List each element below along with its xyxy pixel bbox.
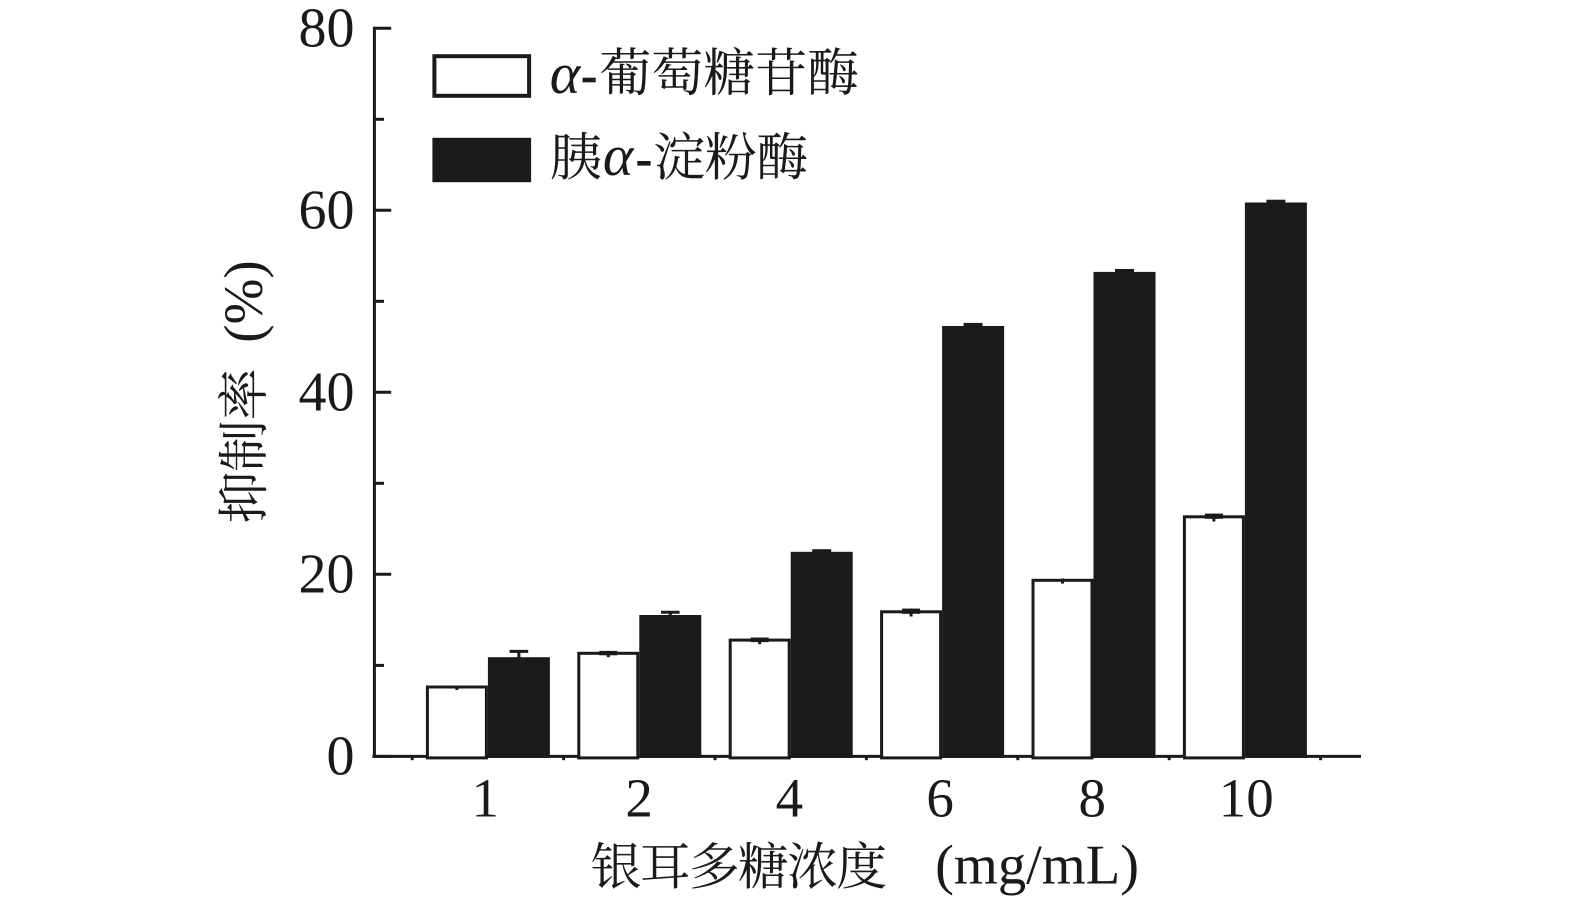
svg-text:6: 6: [926, 767, 954, 828]
svg-text:8: 8: [1079, 767, 1107, 828]
svg-text:(mg/mL): (mg/mL): [935, 835, 1139, 897]
svg-text:60: 60: [299, 180, 355, 242]
svg-text:α: α: [550, 41, 582, 106]
svg-text:1: 1: [472, 767, 500, 828]
svg-text:40: 40: [299, 362, 355, 424]
svg-text:0: 0: [327, 726, 355, 788]
svg-text:80: 80: [299, 0, 355, 60]
svg-text:(%): (%): [213, 260, 274, 342]
svg-text:20: 20: [299, 544, 355, 606]
svg-text:4: 4: [776, 767, 804, 828]
svg-text:10: 10: [1219, 767, 1274, 828]
svg-text:α: α: [603, 123, 635, 188]
svg-text:2: 2: [625, 767, 653, 828]
